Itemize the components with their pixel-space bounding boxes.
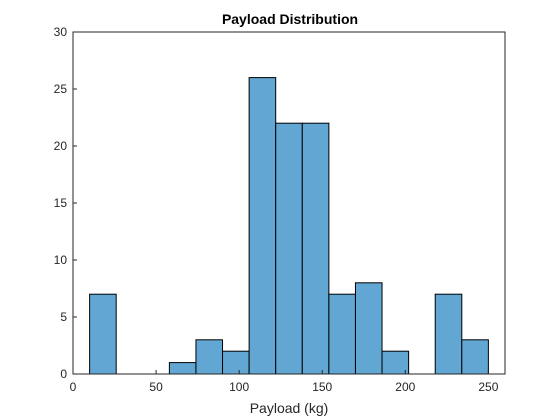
- bars-group: [89, 77, 489, 375]
- histogram-bar: [195, 339, 224, 375]
- histogram-bar: [328, 293, 356, 375]
- y-tick-label: 20: [54, 139, 68, 153]
- x-tick-label: 250: [478, 380, 498, 394]
- histogram-bar: [248, 77, 277, 375]
- histogram-bar: [222, 350, 250, 375]
- y-axis: 0 5 10 15 20 25 30: [54, 25, 77, 381]
- histogram-bar: [381, 350, 410, 375]
- chart-title: Payload Distribution: [222, 11, 358, 27]
- histogram-bar: [301, 122, 330, 375]
- y-tick-label: 0: [60, 367, 67, 381]
- y-tick-label: 5: [60, 310, 67, 324]
- y-tick-label: 30: [54, 25, 68, 39]
- histogram-bar: [354, 282, 383, 375]
- y-tick-label: 10: [54, 253, 68, 267]
- histogram-bar: [275, 122, 303, 375]
- x-tick-label: 0: [70, 380, 77, 394]
- x-tick-label: 100: [229, 380, 249, 394]
- x-tick-label: 200: [395, 380, 415, 394]
- x-axis: 0 50 100 150 200 250: [70, 370, 499, 394]
- histogram-bar: [461, 339, 489, 375]
- y-tick-label: 25: [54, 82, 68, 96]
- x-tick-label: 150: [312, 380, 332, 394]
- x-axis-label: Payload (kg): [250, 400, 329, 416]
- histogram-bar: [89, 293, 117, 375]
- histogram-bar: [434, 293, 463, 375]
- histogram-bar: [168, 362, 197, 375]
- x-tick-label: 50: [149, 380, 163, 394]
- y-tick-label: 15: [54, 196, 68, 210]
